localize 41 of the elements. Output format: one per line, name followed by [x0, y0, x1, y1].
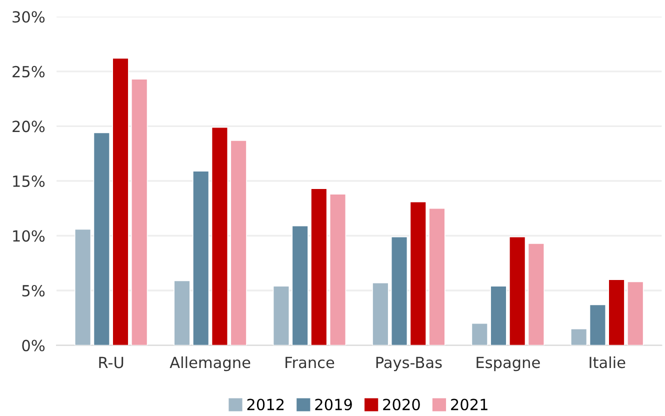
y-tick-label: 15%: [13, 175, 45, 187]
bar: [390, 236, 408, 346]
bar: [329, 194, 346, 346]
bar: [490, 286, 507, 346]
legend-label: 2021: [451, 398, 488, 410]
y-tick-label: 0%: [22, 340, 45, 352]
y-tick-label: 25%: [12, 66, 45, 78]
bar: [310, 188, 328, 346]
legend-label: 2019: [315, 398, 352, 410]
y-tick-label: 10%: [13, 230, 45, 242]
bar: [211, 126, 228, 346]
bar: [508, 236, 526, 346]
bar: [410, 201, 426, 346]
bar: [570, 328, 588, 346]
bar: [627, 281, 644, 346]
bar: [230, 140, 247, 346]
bar: [131, 78, 148, 346]
legend-label: 2020: [383, 398, 420, 410]
bar: [471, 322, 488, 346]
x-tick-label: Allemagne: [170, 356, 250, 372]
legend-label: 2012: [247, 398, 284, 410]
bar: [272, 286, 290, 346]
bar: [589, 304, 606, 346]
bar: [372, 282, 389, 346]
bar: [74, 228, 92, 346]
x-tick-label: France: [286, 356, 334, 368]
bar: [174, 280, 190, 346]
bar: [192, 170, 210, 346]
bar: [428, 208, 446, 346]
y-tick-label: 5%: [22, 284, 45, 297]
bar: [292, 225, 308, 346]
x-tick-label: Italie: [590, 356, 626, 368]
y-tick-label: 20%: [12, 120, 45, 132]
bar: [528, 242, 545, 346]
bar: [112, 58, 129, 346]
x-tick-label: Pays-Bas: [376, 356, 442, 372]
bar: [93, 132, 110, 346]
x-tick-label: Espagne: [476, 356, 540, 372]
x-tick-label: R-U: [99, 356, 124, 368]
bar: [608, 279, 625, 346]
y-tick-label: 30%: [12, 11, 45, 23]
